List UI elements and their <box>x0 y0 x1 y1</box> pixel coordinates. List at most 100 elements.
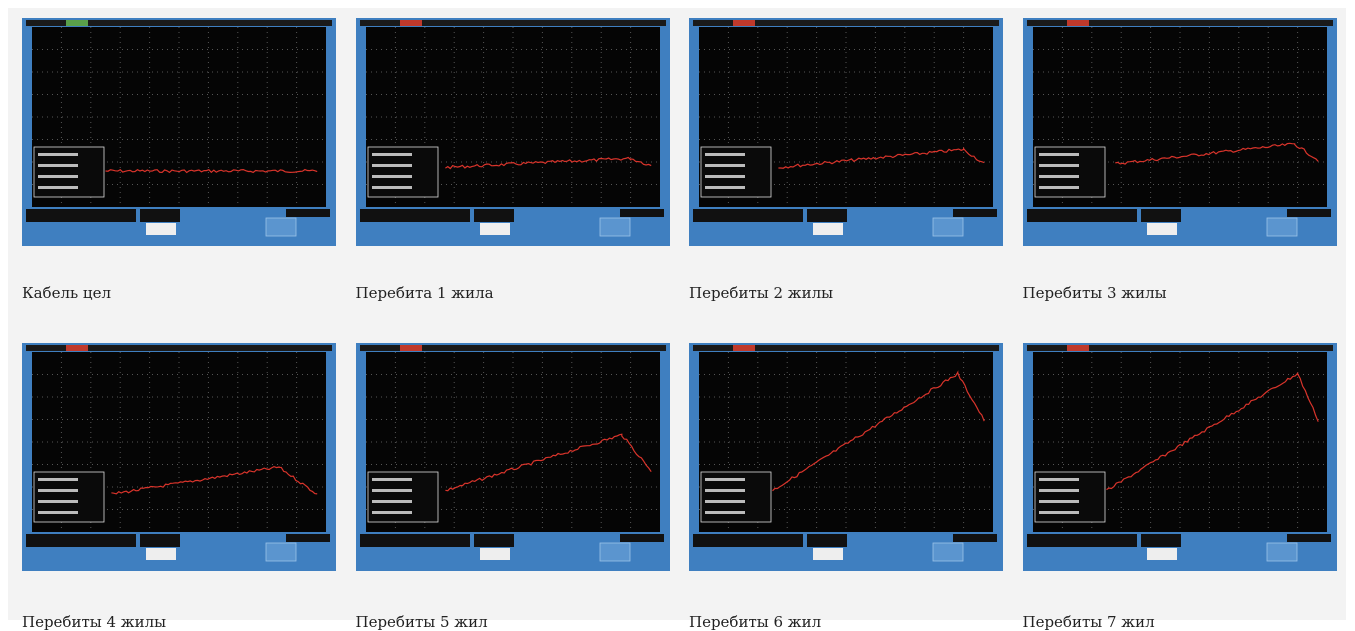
info-line <box>1039 153 1079 156</box>
info-line <box>705 186 745 189</box>
info-line <box>38 153 78 156</box>
oscillogram <box>1023 343 1337 571</box>
info-line <box>1039 186 1079 189</box>
oscillogram <box>1023 18 1337 246</box>
scope-panel: Перебиты 7 жил <box>1023 343 1337 571</box>
info-line <box>1039 511 1079 514</box>
info-line <box>372 478 412 481</box>
caption: Перебита 1 жила <box>356 284 494 302</box>
status-mid <box>1141 534 1181 547</box>
info-line <box>38 478 78 481</box>
status-left <box>360 534 470 547</box>
status-key <box>933 218 963 236</box>
status-left <box>693 209 803 222</box>
info-line <box>705 489 745 492</box>
scope-panel: Перебиты 2 жилы <box>689 18 1003 246</box>
top-indicator <box>66 20 88 26</box>
status-right <box>953 209 997 217</box>
status-key <box>266 543 296 561</box>
scope-panel: Перебита 1 жила <box>356 18 670 246</box>
oscillogram <box>22 18 336 246</box>
top-indicator <box>1067 20 1089 26</box>
status-left <box>1027 209 1137 222</box>
info-line <box>705 478 745 481</box>
status-btn <box>480 548 510 560</box>
status-btn <box>1147 548 1177 560</box>
status-left <box>26 534 136 547</box>
info-line <box>372 186 412 189</box>
info-line <box>372 500 412 503</box>
status-mid <box>474 209 514 222</box>
info-line <box>372 164 412 167</box>
status-btn <box>813 223 843 235</box>
status-key <box>1267 218 1297 236</box>
info-line <box>38 175 78 178</box>
status-key <box>600 543 630 561</box>
info-line <box>38 489 78 492</box>
status-right <box>286 534 330 542</box>
status-right <box>1287 534 1331 542</box>
caption: Кабель цел <box>22 284 111 302</box>
info-line <box>1039 500 1079 503</box>
top-indicator <box>1067 345 1089 351</box>
scope-panel: Перебиты 5 жил <box>356 343 670 571</box>
status-btn <box>146 548 176 560</box>
info-line <box>372 153 412 156</box>
oscillogram <box>689 343 1003 571</box>
top-indicator <box>733 345 755 351</box>
status-key <box>1267 543 1297 561</box>
status-left <box>360 209 470 222</box>
info-line <box>372 511 412 514</box>
info-line <box>38 511 78 514</box>
status-right <box>620 534 664 542</box>
info-line <box>38 164 78 167</box>
status-right <box>1287 209 1331 217</box>
status-mid <box>140 209 180 222</box>
caption: Перебиты 5 жил <box>356 613 488 631</box>
caption: Перебиты 3 жилы <box>1023 284 1167 302</box>
info-line <box>705 511 745 514</box>
oscillogram <box>22 343 336 571</box>
oscillogram <box>356 343 670 571</box>
scope-panel: Перебиты 6 жил <box>689 343 1003 571</box>
status-left <box>26 209 136 222</box>
info-line <box>38 186 78 189</box>
oscillogram <box>356 18 670 246</box>
status-mid <box>807 209 847 222</box>
info-line <box>705 500 745 503</box>
caption: Перебиты 2 жилы <box>689 284 833 302</box>
top-indicator <box>400 20 422 26</box>
info-line <box>1039 478 1079 481</box>
info-line <box>38 500 78 503</box>
status-mid <box>807 534 847 547</box>
status-key <box>600 218 630 236</box>
status-btn <box>146 223 176 235</box>
info-line <box>1039 164 1079 167</box>
info-line <box>372 489 412 492</box>
caption: Перебиты 4 жилы <box>22 613 166 631</box>
status-left <box>693 534 803 547</box>
info-line <box>1039 175 1079 178</box>
status-mid <box>474 534 514 547</box>
info-line <box>705 175 745 178</box>
status-mid <box>140 534 180 547</box>
top-indicator <box>733 20 755 26</box>
scope-panel: Перебиты 3 жилы <box>1023 18 1337 246</box>
status-right <box>953 534 997 542</box>
status-btn <box>1147 223 1177 235</box>
status-left <box>1027 534 1137 547</box>
status-right <box>620 209 664 217</box>
scope-panel: Кабель цел <box>22 18 336 246</box>
status-btn <box>813 548 843 560</box>
oscillogram <box>689 18 1003 246</box>
info-line <box>705 153 745 156</box>
status-right <box>286 209 330 217</box>
status-btn <box>480 223 510 235</box>
info-line <box>1039 489 1079 492</box>
info-line <box>372 175 412 178</box>
top-indicator <box>66 345 88 351</box>
caption: Перебиты 6 жил <box>689 613 821 631</box>
status-mid <box>1141 209 1181 222</box>
scope-panel: Перебиты 4 жилы <box>22 343 336 571</box>
